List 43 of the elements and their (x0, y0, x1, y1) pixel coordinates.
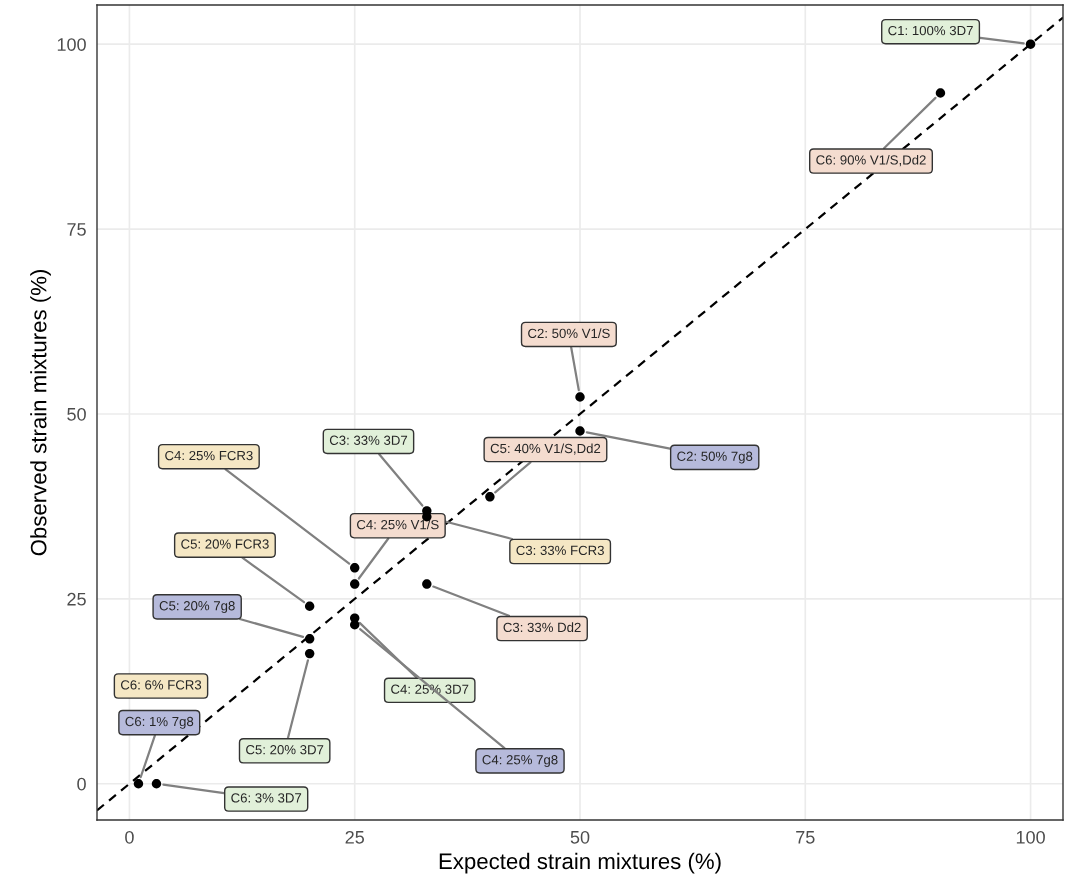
annotation: C4: 25% V1/S (357, 519, 439, 530)
annotation: C5: 20% 7g8 (159, 601, 235, 614)
point (575, 392, 585, 402)
x-tick-label: 75 (796, 831, 815, 844)
point (350, 579, 360, 589)
point (350, 620, 360, 630)
y-tick-label: 0 (77, 777, 86, 791)
annotation: C5: 40% V1/S,Dd2 (490, 443, 601, 455)
y-tick-label: 50 (67, 407, 86, 421)
y-tick-label: 25 (67, 592, 86, 606)
annotation: C6: 1% 7g8 (125, 716, 194, 729)
point (151, 779, 162, 789)
annotation: C6: 6% FCR3 (120, 680, 202, 690)
annotation: C4: 25% 7g8 (482, 755, 558, 768)
point (935, 88, 946, 98)
point (350, 563, 360, 573)
annotation: C3: 33% 3D7 (329, 435, 408, 445)
point (1025, 39, 1036, 49)
annotation: C2: 50% 7g8 (677, 451, 753, 464)
annotation: C6: 3% 3D7 (231, 793, 302, 803)
annotation: C3: 33% Dd2 (503, 622, 581, 633)
point (304, 601, 315, 611)
point (422, 579, 432, 589)
y-axis-title: Observed strain mixtures (%) (30, 270, 51, 556)
x-tick-label: 100 (1016, 830, 1045, 844)
y-tick-label: 75 (67, 223, 86, 236)
point (133, 779, 144, 789)
annotation: C6: 90% V1/S,Dd2 (816, 154, 926, 167)
x-tick-label: 50 (570, 830, 590, 844)
x-tick-label: 25 (345, 830, 365, 844)
x-axis-title: Expected strain mixtures (%) (439, 852, 721, 874)
point (485, 492, 495, 502)
annotation: C4: 25% FCR3 (165, 450, 253, 461)
annotation: C1: 100% 3D7 (888, 25, 973, 36)
point (304, 648, 315, 659)
point (304, 634, 315, 644)
annotation: C3: 33% FCR3 (516, 545, 604, 556)
y-tick-label: 100 (57, 38, 86, 51)
x-tick-label: 0 (125, 830, 134, 844)
point (575, 426, 585, 436)
annotation: C5: 20% 3D7 (246, 745, 324, 755)
annotation: C5: 20% FCR3 (181, 539, 269, 549)
annotation: C2: 50% V1/S (528, 328, 610, 339)
